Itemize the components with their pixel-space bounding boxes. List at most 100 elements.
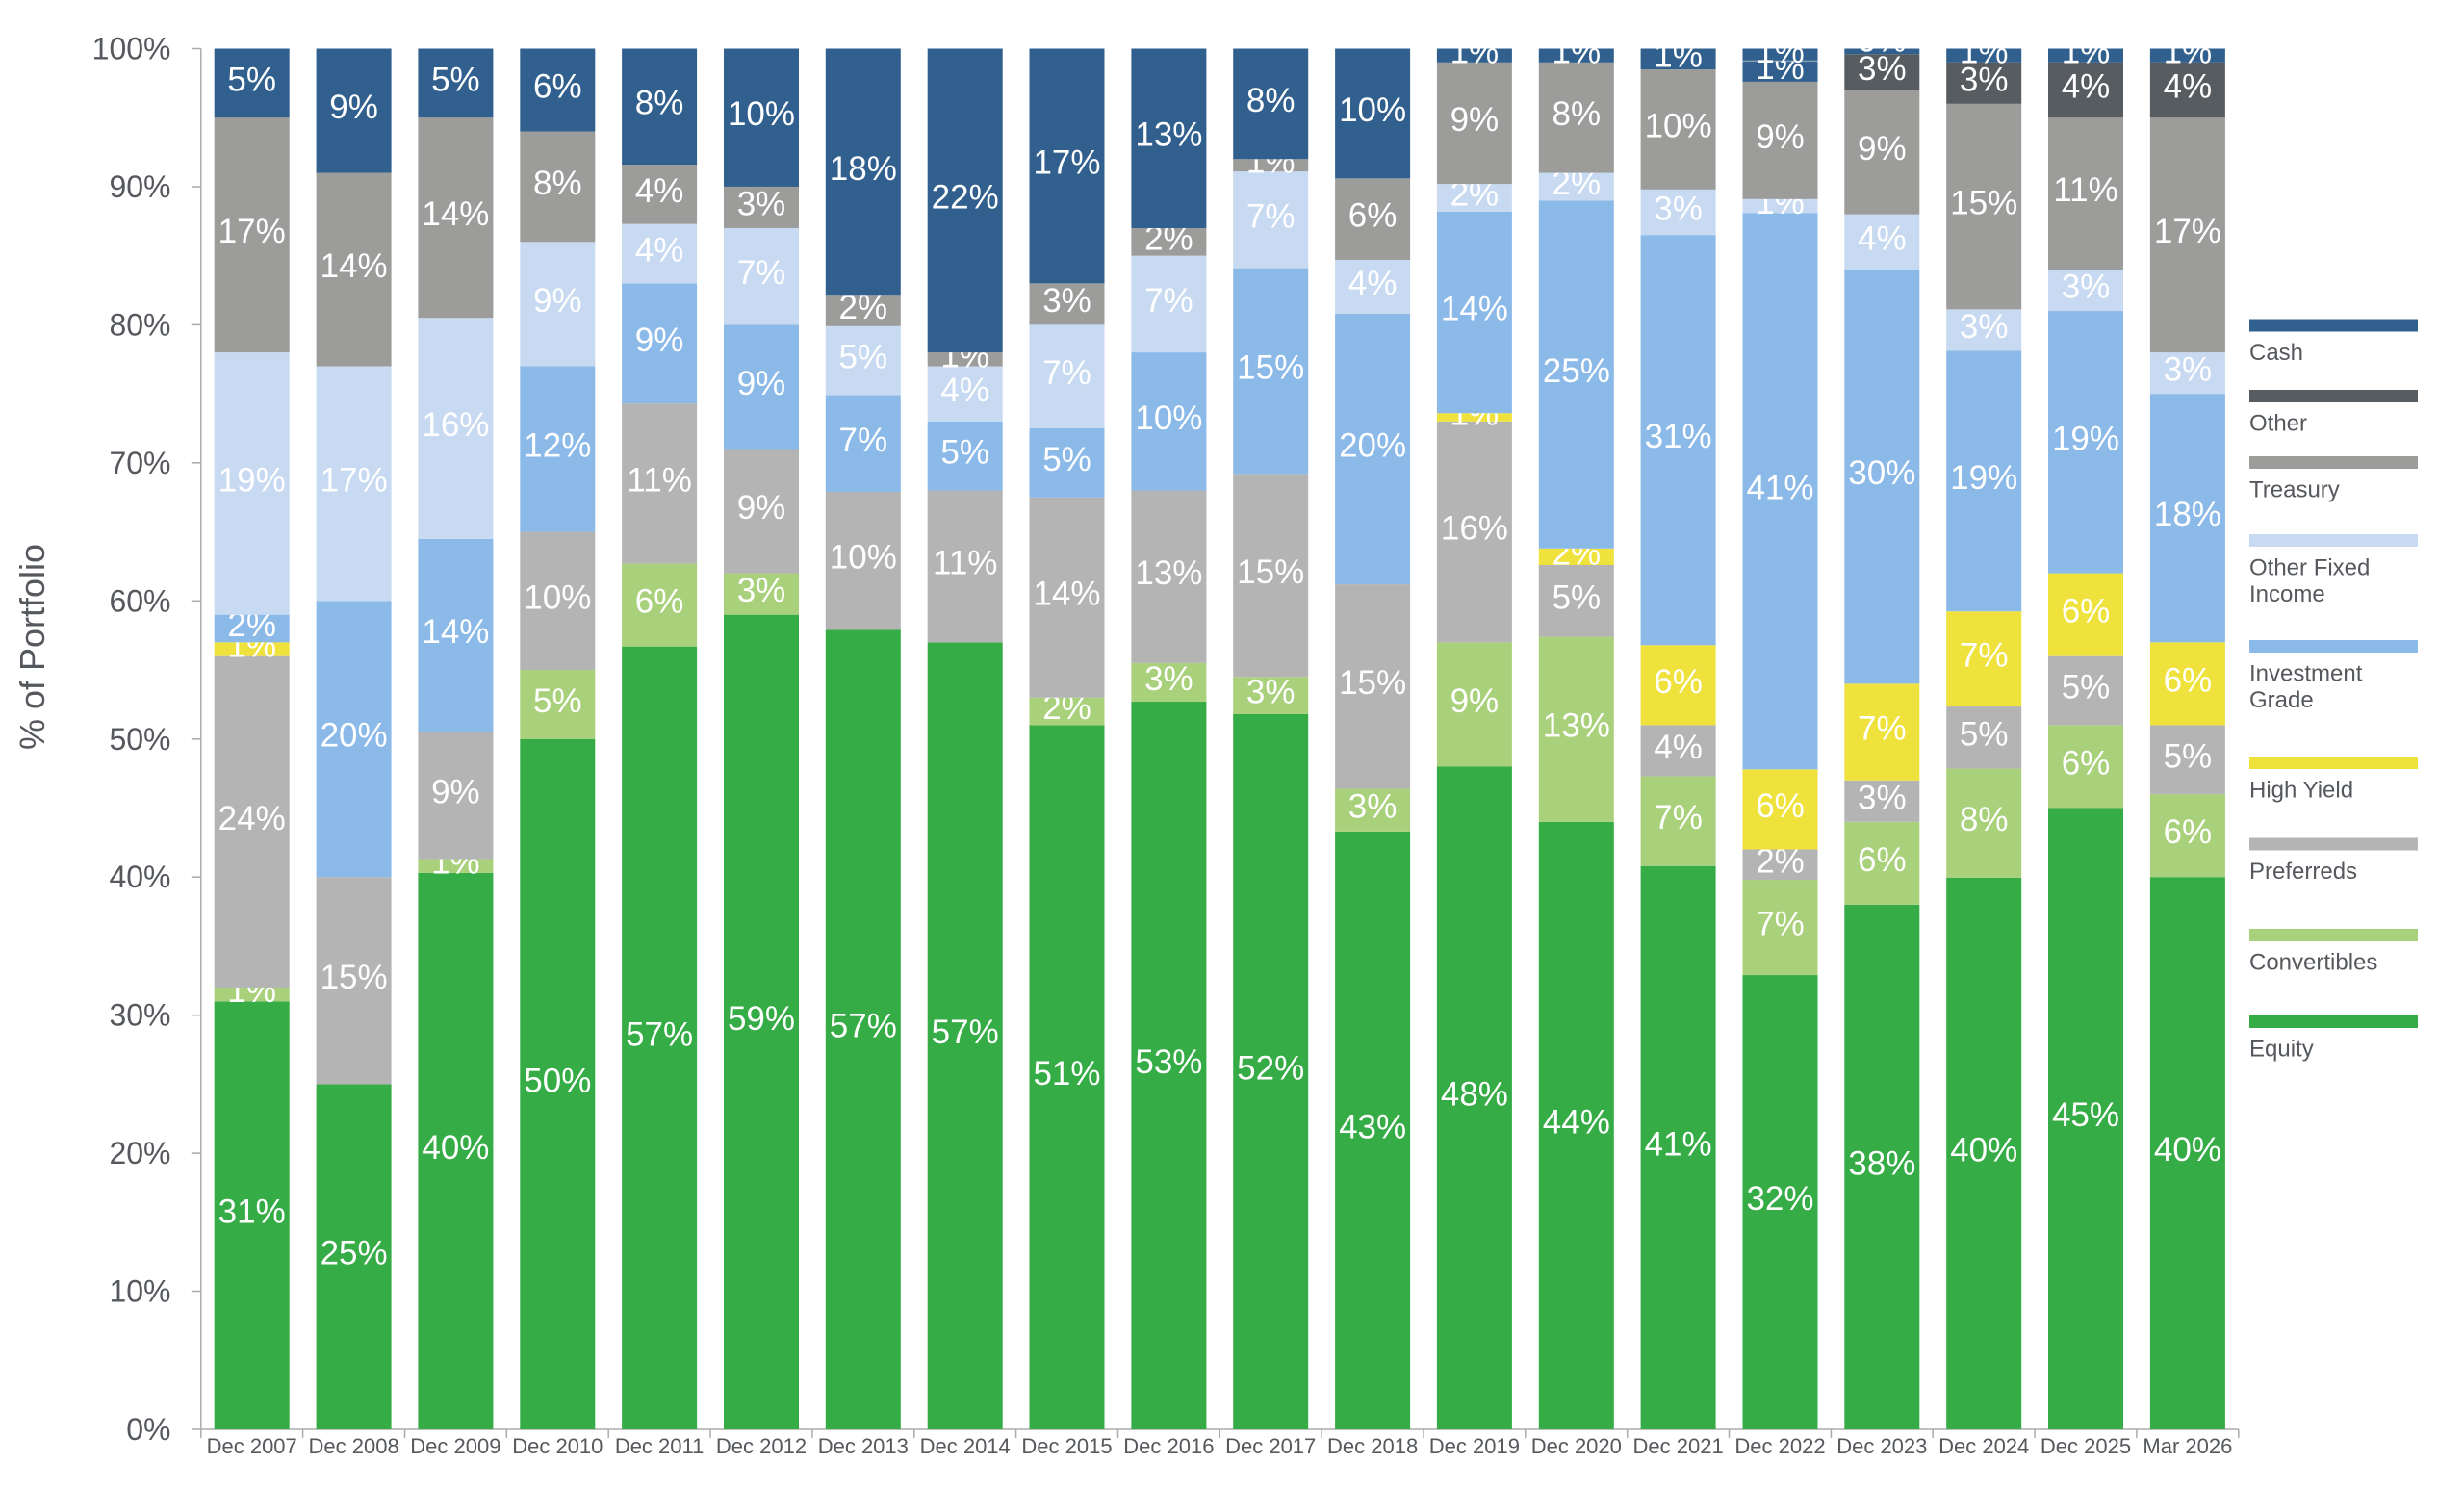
svg-text:14%: 14% <box>1033 576 1100 613</box>
svg-text:1%: 1% <box>1756 33 1805 70</box>
svg-text:5%: 5% <box>431 61 480 98</box>
svg-text:1%: 1% <box>2164 34 2213 71</box>
svg-text:Dec 2011: Dec 2011 <box>615 1434 705 1458</box>
svg-text:17%: 17% <box>218 213 286 250</box>
svg-text:Dec 2021: Dec 2021 <box>1633 1434 1724 1458</box>
svg-text:Preferreds: Preferreds <box>2249 859 2357 885</box>
svg-text:13%: 13% <box>1135 554 1202 592</box>
svg-text:6%: 6% <box>635 583 684 621</box>
svg-text:0%: 0% <box>1858 22 1907 60</box>
svg-text:53%: 53% <box>1135 1043 1202 1081</box>
svg-text:18%: 18% <box>2154 496 2221 533</box>
svg-text:16%: 16% <box>422 406 489 444</box>
svg-text:19%: 19% <box>1950 459 2017 497</box>
svg-text:Equity: Equity <box>2249 1037 2314 1063</box>
svg-text:1%: 1% <box>1654 37 1703 74</box>
svg-text:60%: 60% <box>109 583 170 618</box>
svg-text:9%: 9% <box>737 489 786 527</box>
svg-text:20%: 20% <box>321 717 388 755</box>
svg-text:16%: 16% <box>1441 510 1508 548</box>
svg-text:5%: 5% <box>2164 737 2213 775</box>
svg-text:100%: 100% <box>92 32 171 66</box>
svg-text:57%: 57% <box>932 1014 999 1051</box>
svg-text:5%: 5% <box>227 61 276 98</box>
svg-text:40%: 40% <box>109 860 170 894</box>
svg-text:6%: 6% <box>533 68 582 106</box>
svg-text:Dec 2016: Dec 2016 <box>1123 1434 1214 1458</box>
svg-text:40%: 40% <box>422 1129 489 1167</box>
svg-text:4%: 4% <box>1348 265 1398 302</box>
svg-text:6%: 6% <box>2062 744 2111 782</box>
svg-text:Dec 2023: Dec 2023 <box>1836 1434 1927 1458</box>
svg-text:20%: 20% <box>1339 427 1406 465</box>
svg-text:9%: 9% <box>737 365 786 402</box>
svg-text:3%: 3% <box>1654 191 1703 228</box>
svg-text:10%: 10% <box>524 578 591 616</box>
svg-text:45%: 45% <box>2052 1096 2119 1134</box>
svg-text:8%: 8% <box>1960 801 2009 838</box>
svg-text:Income: Income <box>2249 581 2325 607</box>
svg-text:4%: 4% <box>940 372 989 409</box>
svg-text:30%: 30% <box>1848 454 1915 492</box>
svg-text:6%: 6% <box>2164 661 2213 699</box>
svg-text:Convertibles: Convertibles <box>2249 950 2377 976</box>
svg-text:30%: 30% <box>109 998 170 1033</box>
svg-text:57%: 57% <box>626 1015 693 1053</box>
svg-text:80%: 80% <box>109 307 170 342</box>
svg-text:3%: 3% <box>737 572 786 609</box>
svg-text:31%: 31% <box>218 1194 286 1231</box>
svg-text:Treasury: Treasury <box>2249 477 2340 503</box>
svg-text:3%: 3% <box>1246 674 1296 711</box>
svg-text:9%: 9% <box>1858 130 1907 167</box>
svg-text:Dec 2019: Dec 2019 <box>1429 1434 1520 1458</box>
svg-text:High Yield: High Yield <box>2249 778 2353 804</box>
svg-text:6%: 6% <box>1756 787 1805 825</box>
svg-text:3%: 3% <box>2164 351 2213 389</box>
svg-text:9%: 9% <box>1450 101 1500 139</box>
svg-text:5%: 5% <box>839 339 888 376</box>
svg-text:10%: 10% <box>1645 107 1712 144</box>
svg-text:14%: 14% <box>321 247 388 285</box>
svg-text:9%: 9% <box>431 774 480 811</box>
svg-text:3%: 3% <box>1858 50 1907 88</box>
svg-text:51%: 51% <box>1033 1055 1100 1092</box>
svg-text:3%: 3% <box>2062 269 2111 306</box>
svg-text:19%: 19% <box>218 461 286 499</box>
svg-text:Cash: Cash <box>2249 340 2303 366</box>
svg-text:14%: 14% <box>422 613 489 651</box>
svg-text:13%: 13% <box>1543 707 1610 745</box>
svg-text:Dec 2012: Dec 2012 <box>716 1434 807 1458</box>
svg-text:11%: 11% <box>933 544 997 581</box>
svg-text:Mar 2026: Mar 2026 <box>2143 1434 2232 1458</box>
svg-text:41%: 41% <box>1746 469 1813 506</box>
svg-text:7%: 7% <box>1654 799 1703 836</box>
svg-text:15%: 15% <box>1339 664 1406 702</box>
svg-text:5%: 5% <box>940 434 989 472</box>
svg-text:Dec 2024: Dec 2024 <box>1938 1434 2029 1458</box>
svg-text:5%: 5% <box>533 682 582 720</box>
svg-text:5%: 5% <box>1960 715 2009 753</box>
svg-text:3%: 3% <box>1960 61 2009 98</box>
svg-text:4%: 4% <box>635 232 684 270</box>
svg-text:25%: 25% <box>1543 352 1610 390</box>
svg-text:4%: 4% <box>1654 729 1703 766</box>
svg-text:5%: 5% <box>2062 669 2111 706</box>
svg-text:19%: 19% <box>2052 420 2119 457</box>
svg-text:Dec 2017: Dec 2017 <box>1225 1434 1316 1458</box>
svg-text:7%: 7% <box>1246 197 1296 235</box>
svg-text:Dec 2022: Dec 2022 <box>1734 1434 1825 1458</box>
svg-text:38%: 38% <box>1848 1144 1915 1182</box>
svg-text:10%: 10% <box>728 95 795 133</box>
svg-text:57%: 57% <box>830 1008 897 1045</box>
svg-text:70%: 70% <box>109 446 170 480</box>
svg-text:6%: 6% <box>2062 593 2111 630</box>
svg-text:6%: 6% <box>2164 813 2213 851</box>
svg-text:Other Fixed: Other Fixed <box>2249 555 2370 581</box>
svg-text:Dec 2008: Dec 2008 <box>309 1434 399 1458</box>
svg-text:1%: 1% <box>1450 34 1500 71</box>
svg-text:50%: 50% <box>524 1062 591 1099</box>
svg-text:8%: 8% <box>533 165 582 202</box>
svg-text:Dec 2018: Dec 2018 <box>1327 1434 1418 1458</box>
svg-text:Dec 2013: Dec 2013 <box>818 1434 909 1458</box>
svg-text:15%: 15% <box>1950 185 2017 222</box>
